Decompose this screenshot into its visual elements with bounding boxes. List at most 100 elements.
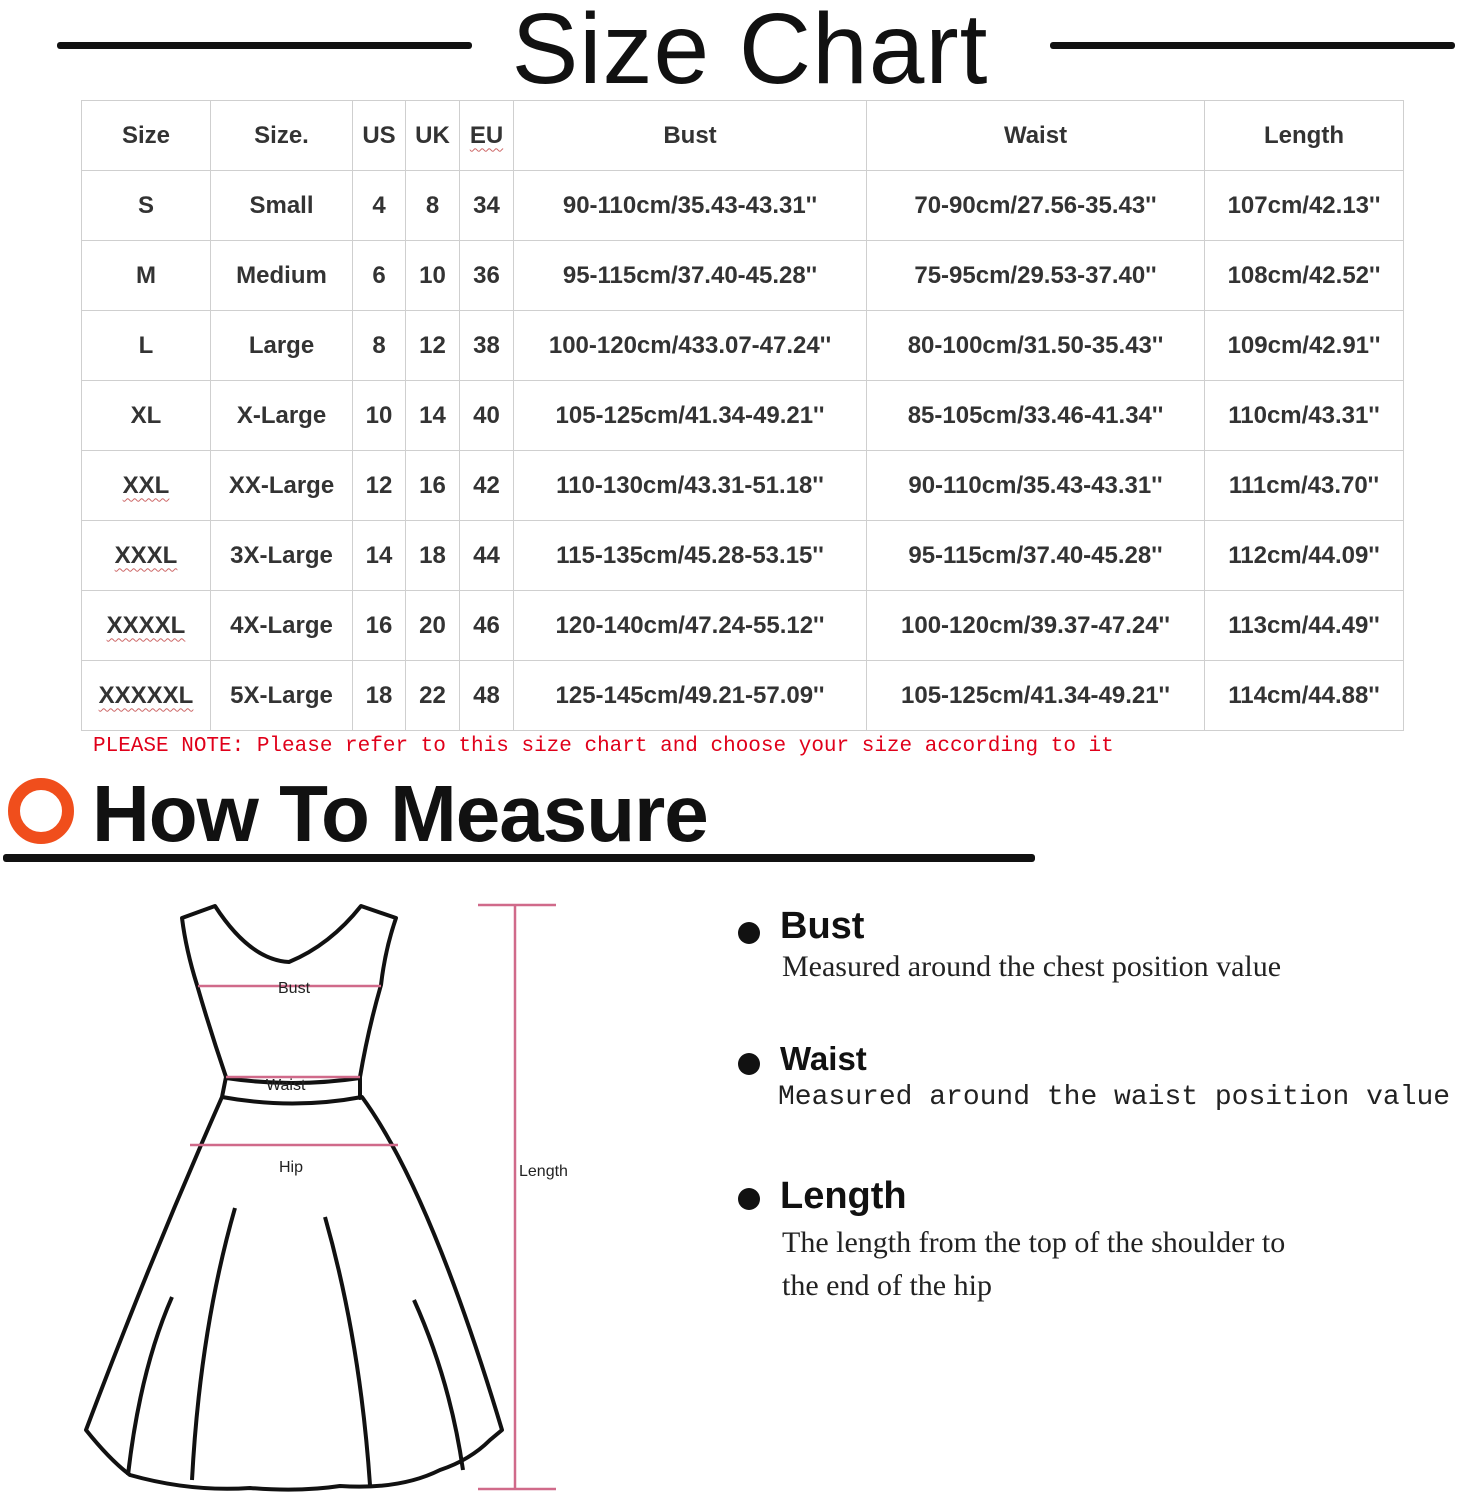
- cell-text: 38: [473, 331, 500, 359]
- table-cell: 85-105cm/33.46-41.34'': [866, 380, 1205, 451]
- cell-text: XXL: [122, 471, 170, 499]
- cell-text: XL: [130, 401, 162, 429]
- cell-text: 22: [419, 681, 446, 709]
- header-cell: UK: [405, 100, 460, 171]
- header-cell: EU: [459, 100, 514, 171]
- measure-item-title: Bust: [780, 905, 865, 947]
- table-cell: 36: [459, 240, 514, 311]
- header-cell: Size.: [210, 100, 353, 171]
- measure-item-desc: Measured around the chest position value: [782, 950, 1282, 983]
- cell-text: 34: [473, 191, 500, 219]
- bullet-icon: [738, 922, 760, 944]
- cell-text: 18: [365, 681, 393, 709]
- table-cell: XXL: [81, 450, 211, 521]
- table-cell: 34: [459, 170, 514, 241]
- bullet-icon: [738, 1188, 760, 1210]
- table-cell: 90-110cm/35.43-43.31'': [513, 170, 867, 241]
- table-cell: S: [81, 170, 211, 241]
- cell-text: 112cm/44.09'': [1228, 541, 1380, 569]
- measure-item-desc: the end of the hip: [782, 1269, 992, 1302]
- cell-text: 120-140cm/47.24-55.12'': [555, 611, 825, 639]
- cell-text: 10: [365, 401, 393, 429]
- cell-text: 12: [365, 471, 393, 499]
- cell-text: US: [362, 121, 396, 149]
- table-cell: 105-125cm/41.34-49.21'': [866, 660, 1205, 731]
- cell-text: X-Large: [236, 401, 327, 429]
- cell-text: XXXL: [114, 541, 178, 569]
- table-cell: 115-135cm/45.28-53.15'': [513, 520, 867, 591]
- cell-text: Bust: [663, 121, 717, 149]
- table-cell: 10: [352, 380, 406, 451]
- table-cell: 125-145cm/49.21-57.09'': [513, 660, 867, 731]
- table-cell: 22: [405, 660, 460, 731]
- table-cell: 10: [405, 240, 460, 311]
- dress-outline: [84, 904, 504, 1492]
- table-cell: 48: [459, 660, 514, 731]
- header-cell: Waist: [866, 100, 1205, 171]
- cell-text: 6: [372, 261, 386, 289]
- table-cell: 38: [459, 310, 514, 381]
- cell-text: 105-125cm/41.34-49.21'': [555, 401, 825, 429]
- cell-text: 14: [419, 401, 446, 429]
- table-cell: 40: [459, 380, 514, 451]
- header-cell: US: [352, 100, 406, 171]
- bullet-icon: [738, 1053, 760, 1075]
- cell-text: 10: [419, 261, 446, 289]
- cell-text: 100-120cm/39.37-47.24'': [901, 611, 1170, 639]
- title-rule-right: [1050, 42, 1455, 49]
- cell-text: 115-135cm/45.28-53.15'': [556, 541, 824, 569]
- table-cell: 14: [352, 520, 406, 591]
- table-cell: M: [81, 240, 211, 311]
- table-cell: 4: [352, 170, 406, 241]
- table-cell: 113cm/44.49'': [1204, 590, 1404, 661]
- table-row: S Small 4 8 34 90-110cm/35.43-43.31'' 70-90cm/…: [81, 170, 1404, 241]
- cell-text: 108cm/42.52'': [1227, 261, 1381, 289]
- cell-text: Waist: [1003, 121, 1068, 149]
- cell-text: 125-145cm/49.21-57.09'': [555, 681, 825, 709]
- cell-text: 85-105cm/33.46-41.34'': [907, 401, 1164, 429]
- table-cell: 120-140cm/47.24-55.12'': [513, 590, 867, 661]
- cell-text: 8: [425, 191, 440, 219]
- table-cell: 100-120cm/433.07-47.24'': [513, 310, 867, 381]
- cell-text: 42: [473, 471, 500, 499]
- table-cell: 44: [459, 520, 514, 591]
- table-cell: XXXXXL: [81, 660, 211, 731]
- cell-text: 80-100cm/31.50-35.43'': [907, 331, 1164, 359]
- table-cell: 95-115cm/37.40-45.28'': [866, 520, 1205, 591]
- cell-text: Size.: [254, 121, 309, 149]
- cell-text: UK: [415, 121, 450, 149]
- cell-text: 44: [473, 541, 500, 569]
- table-cell: XL: [81, 380, 211, 451]
- table-row: XXXXL 4X-Large 16 20 46 120-140cm/47.24-55.12…: [81, 590, 1404, 661]
- table-cell: 105-125cm/41.34-49.21'': [513, 380, 867, 451]
- skirt-folds: [126, 1207, 465, 1486]
- length-diagram-label: Length: [519, 1163, 568, 1180]
- header-cell: Size: [81, 100, 211, 171]
- cell-text: Size: [121, 121, 171, 149]
- table-cell: 42: [459, 450, 514, 521]
- table-cell: 80-100cm/31.50-35.43'': [866, 310, 1205, 381]
- cell-text: 95-115cm/37.40-45.28'': [562, 261, 818, 289]
- cell-text: 4X-Large: [230, 611, 333, 639]
- table-cell: 109cm/42.91'': [1204, 310, 1404, 381]
- cell-text: Large: [248, 331, 315, 359]
- cell-text: 20: [419, 611, 446, 639]
- measure-item-title: Length: [780, 1175, 907, 1217]
- measure-item-title: Waist: [780, 1040, 867, 1077]
- table-cell: Medium: [210, 240, 353, 311]
- measure-item-desc: Measured around the waist position value: [778, 1082, 1451, 1113]
- table-cell: 90-110cm/35.43-43.31'': [866, 450, 1205, 521]
- cell-text: 114cm/44.88'': [1228, 681, 1380, 709]
- table-cell: 3X-Large: [210, 520, 353, 591]
- table-cell: 12: [405, 310, 460, 381]
- cell-text: 110-130cm/43.31-51.18'': [556, 471, 824, 499]
- table-cell: 107cm/42.13'': [1204, 170, 1404, 241]
- table-cell: 12: [352, 450, 406, 521]
- table-cell: 100-120cm/39.37-47.24'': [866, 590, 1205, 661]
- table-cell: 75-95cm/29.53-37.40'': [866, 240, 1205, 311]
- cell-text: 4: [372, 191, 386, 219]
- circle-bullet-icon: [8, 778, 74, 844]
- table-cell: 6: [352, 240, 406, 311]
- table-cell: 112cm/44.09'': [1204, 520, 1404, 591]
